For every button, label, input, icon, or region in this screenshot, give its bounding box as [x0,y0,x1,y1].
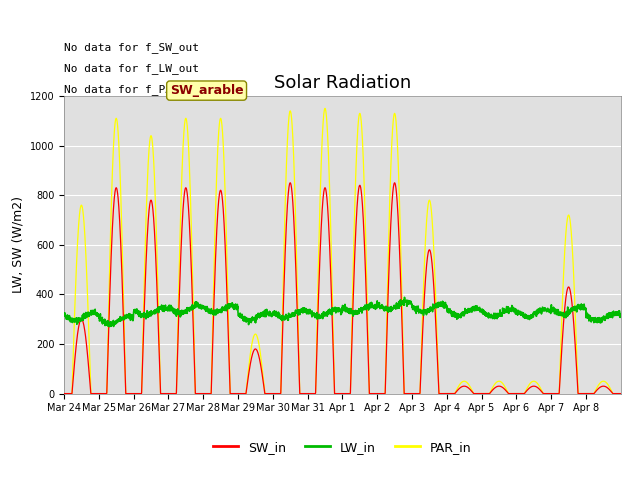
Legend: SW_in, LW_in, PAR_in: SW_in, LW_in, PAR_in [209,435,476,458]
Text: No data for f_PAR_out: No data for f_PAR_out [64,84,205,95]
Text: No data for f_SW_out: No data for f_SW_out [64,42,199,53]
Text: SW_arable: SW_arable [170,84,243,97]
Text: No data for f_LW_out: No data for f_LW_out [64,63,199,74]
Y-axis label: LW, SW (W/m2): LW, SW (W/m2) [11,196,24,293]
Title: Solar Radiation: Solar Radiation [274,73,411,92]
